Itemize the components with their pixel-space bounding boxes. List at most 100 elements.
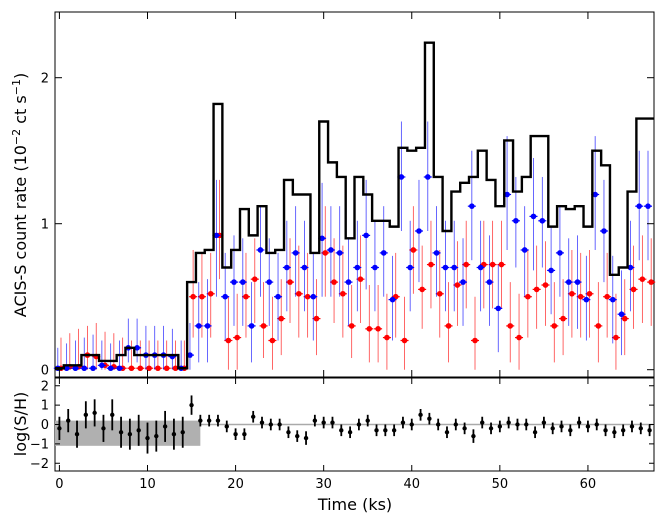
hard-point [604, 293, 610, 300]
ratio-point [647, 428, 652, 433]
hard-point [172, 365, 179, 372]
hard-point [630, 286, 637, 293]
ratio-point [629, 424, 635, 429]
ratio-point [303, 435, 309, 441]
ratio-point [198, 418, 203, 423]
hard-point [516, 334, 522, 341]
soft-point [504, 191, 510, 198]
ratio-point [250, 414, 256, 419]
hard-point [304, 293, 311, 300]
hard-point [410, 247, 417, 253]
soft-point [460, 279, 466, 285]
top-y-tick-label: 2 [41, 72, 49, 87]
hard-point [199, 293, 205, 300]
hard-point [207, 290, 214, 297]
hard-point [639, 276, 646, 282]
soft-point [565, 279, 572, 285]
hard-point [533, 286, 540, 293]
bottom-y-ticks: 2 1 0 −1 −2 [30, 379, 654, 472]
hard-point [260, 323, 267, 329]
ratio-point [74, 431, 80, 437]
bottom-x-tick-label: 20 [227, 477, 244, 492]
top-y-tick-label: 1 [41, 218, 49, 233]
soft-point [90, 365, 96, 372]
bottom-panel: 210−1−2 0 10 20 30 40 50 60 log(S/H) Time (ks) [11, 377, 655, 514]
top-y-axis-title: ACIS-S count rate (10−2 ct s−1) [10, 73, 30, 317]
ratio-point [312, 418, 318, 423]
hard-point [463, 261, 469, 268]
ratio-point [339, 428, 344, 433]
ratio-point [136, 428, 141, 433]
soft-point [433, 250, 440, 256]
bottom-x-ticks: 0 10 20 30 40 50 60 [55, 378, 596, 492]
ratio-point [427, 416, 432, 421]
soft-point [354, 264, 361, 271]
hard-point [472, 337, 478, 344]
ratio-point [409, 422, 414, 427]
soft-point [451, 264, 458, 271]
ratio-point [638, 426, 643, 431]
hard-point [163, 365, 170, 372]
ratio-point [162, 424, 168, 429]
hard-point [137, 365, 144, 372]
ratio-point [541, 420, 547, 425]
ratio-point [347, 430, 353, 435]
soft-point [319, 235, 325, 242]
ratio-point [321, 420, 326, 425]
hardness-ratio-points [57, 395, 652, 454]
ratio-point [559, 424, 564, 429]
soft-point [266, 279, 273, 285]
soft-point [81, 365, 88, 372]
ratio-point [603, 428, 608, 433]
soft-point [530, 213, 537, 220]
soft-point [636, 203, 643, 209]
ratio-point [277, 422, 282, 427]
soft-point [398, 174, 405, 180]
ratio-point [435, 422, 441, 427]
hard-point [296, 290, 302, 297]
ratio-point [330, 420, 335, 425]
ratio-point [356, 422, 362, 427]
soft-point [442, 264, 449, 271]
soft-point [380, 250, 387, 256]
hard-point [613, 334, 619, 341]
hard-point [577, 293, 584, 300]
ratio-point [365, 418, 370, 423]
ratio-point [444, 430, 450, 435]
ratio-point [110, 412, 115, 418]
bottom-x-tick-label: 40 [403, 477, 420, 492]
soft-point [231, 279, 237, 285]
ratio-point [576, 420, 582, 425]
x-axis-title: Time (ks) [317, 495, 392, 514]
soft-point [328, 247, 334, 253]
ratio-point [242, 431, 247, 437]
hard-point [445, 323, 452, 329]
ratio-point [568, 428, 573, 433]
hard-point [366, 326, 373, 332]
hard-point [436, 290, 443, 297]
ratio-point [391, 428, 397, 433]
hard-point [525, 293, 531, 300]
soft-point [627, 264, 634, 271]
ratio-point [550, 426, 555, 431]
soft-point [495, 305, 502, 312]
bottom-x-tick-label: 0 [55, 477, 63, 492]
soft-point [72, 365, 79, 372]
hard-point [489, 261, 496, 268]
ratio-point [383, 428, 388, 433]
shaded-region [55, 420, 201, 446]
soft-point [609, 296, 616, 303]
ratio-point [215, 418, 221, 423]
ratio-point [145, 435, 150, 441]
y-title-exponent-2: −1 [10, 79, 23, 95]
bottom-x-tick-label: 60 [580, 477, 597, 492]
ratio-point [524, 422, 529, 427]
bottom-x-tick-label: 10 [139, 477, 156, 492]
soft-point [539, 217, 546, 224]
soft-point [592, 191, 598, 198]
soft-point [213, 232, 220, 239]
ratio-point [453, 422, 459, 427]
ratio-point [127, 431, 133, 437]
ratio-point [118, 430, 124, 435]
